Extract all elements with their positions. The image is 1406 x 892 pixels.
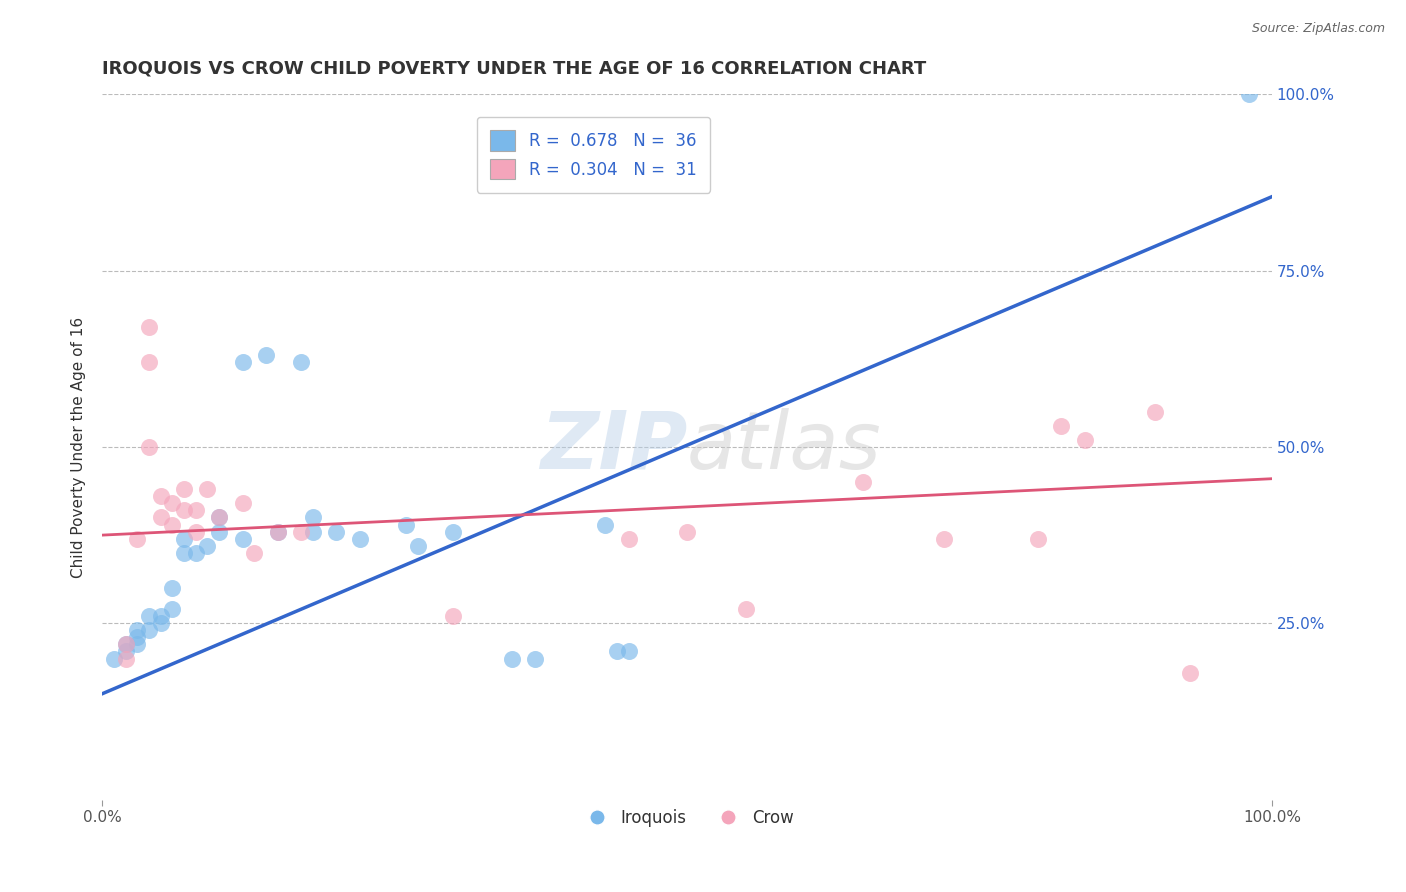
- Point: [934, 532, 956, 546]
- Point: [162, 581, 184, 595]
- Point: [138, 355, 160, 369]
- Point: [114, 644, 136, 658]
- Point: [208, 510, 231, 524]
- Text: atlas: atlas: [688, 408, 882, 486]
- Point: [243, 546, 266, 560]
- Point: [127, 631, 149, 645]
- Point: [162, 517, 184, 532]
- Point: [290, 355, 312, 369]
- Point: [149, 510, 172, 524]
- Point: [232, 496, 254, 510]
- Point: [1026, 532, 1049, 546]
- Point: [184, 503, 207, 517]
- Y-axis label: Child Poverty Under the Age of 16: Child Poverty Under the Age of 16: [72, 317, 86, 577]
- Point: [232, 355, 254, 369]
- Point: [197, 539, 219, 553]
- Point: [184, 546, 207, 560]
- Point: [184, 524, 207, 539]
- Point: [162, 602, 184, 616]
- Point: [149, 609, 172, 624]
- Point: [173, 532, 195, 546]
- Point: [617, 532, 640, 546]
- Point: [1237, 87, 1260, 102]
- Point: [406, 539, 429, 553]
- Point: [114, 637, 136, 651]
- Point: [114, 637, 136, 651]
- Point: [173, 483, 195, 497]
- Point: [162, 496, 184, 510]
- Point: [266, 524, 288, 539]
- Point: [441, 524, 464, 539]
- Point: [138, 609, 160, 624]
- Point: [301, 510, 323, 524]
- Point: [254, 348, 277, 362]
- Point: [349, 532, 371, 546]
- Point: [301, 524, 323, 539]
- Point: [114, 651, 136, 665]
- Point: [734, 602, 756, 616]
- Point: [606, 644, 628, 658]
- Point: [173, 503, 195, 517]
- Point: [1050, 418, 1073, 433]
- Point: [441, 609, 464, 624]
- Text: IROQUOIS VS CROW CHILD POVERTY UNDER THE AGE OF 16 CORRELATION CHART: IROQUOIS VS CROW CHILD POVERTY UNDER THE…: [103, 60, 927, 78]
- Point: [1074, 433, 1097, 447]
- Point: [208, 510, 231, 524]
- Point: [325, 524, 347, 539]
- Point: [1143, 405, 1166, 419]
- Legend: Iroquois, Crow: Iroquois, Crow: [574, 802, 800, 833]
- Point: [173, 546, 195, 560]
- Text: Source: ZipAtlas.com: Source: ZipAtlas.com: [1251, 22, 1385, 36]
- Point: [676, 524, 699, 539]
- Point: [617, 644, 640, 658]
- Point: [127, 637, 149, 651]
- Point: [290, 524, 312, 539]
- Point: [103, 651, 125, 665]
- Point: [851, 475, 873, 490]
- Point: [266, 524, 288, 539]
- Point: [127, 532, 149, 546]
- Point: [127, 624, 149, 638]
- Text: ZIP: ZIP: [540, 408, 688, 486]
- Point: [149, 616, 172, 631]
- Point: [593, 517, 616, 532]
- Point: [149, 489, 172, 503]
- Point: [232, 532, 254, 546]
- Point: [138, 440, 160, 454]
- Point: [1178, 665, 1201, 680]
- Point: [138, 624, 160, 638]
- Point: [197, 483, 219, 497]
- Point: [138, 320, 160, 334]
- Point: [208, 524, 231, 539]
- Point: [524, 651, 547, 665]
- Point: [501, 651, 523, 665]
- Point: [395, 517, 418, 532]
